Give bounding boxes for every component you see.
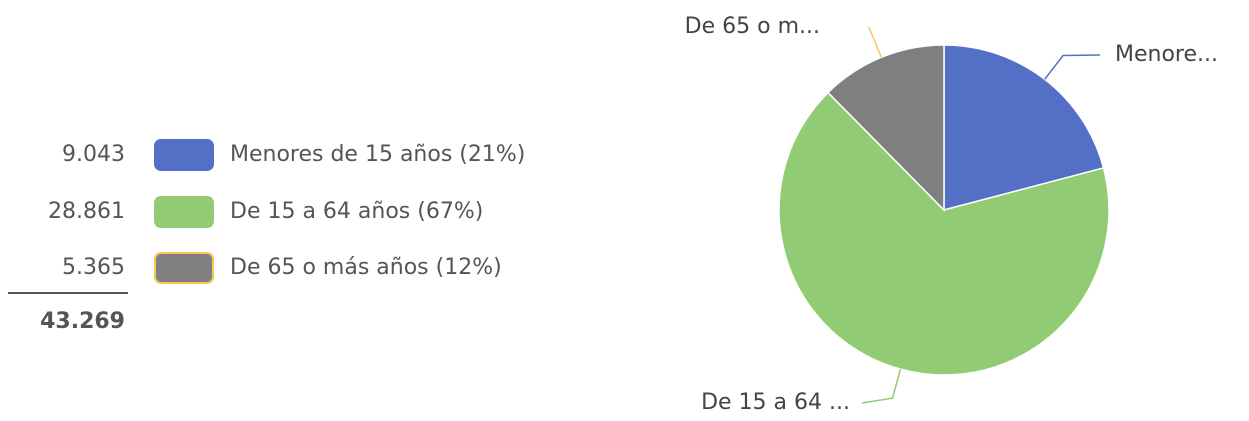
legend-value: 5.365 — [62, 255, 125, 280]
legend-label: Menores de 15 años (21%) — [230, 142, 525, 167]
slice-label: De 15 a 64 ... — [701, 390, 850, 415]
legend-swatch — [154, 196, 214, 228]
slice-label: De 65 o m... — [685, 14, 820, 39]
legend-swatch — [154, 252, 214, 284]
leader-line — [861, 368, 902, 404]
legend-label: De 15 a 64 años (67%) — [230, 199, 483, 224]
legend-value: 28.861 — [48, 199, 125, 224]
leader-line — [867, 26, 883, 58]
total: 43.269 — [40, 309, 125, 334]
slice-label: Menore... — [1115, 42, 1218, 67]
pie-slice — [943, 44, 1105, 211]
legend-swatch — [154, 139, 214, 171]
pie-slice — [778, 91, 1110, 376]
leader-line — [1044, 54, 1101, 80]
pie-slice — [827, 44, 945, 212]
legend-label: De 65 o más años (12%) — [230, 255, 502, 280]
legend-value: 9.043 — [62, 142, 125, 167]
